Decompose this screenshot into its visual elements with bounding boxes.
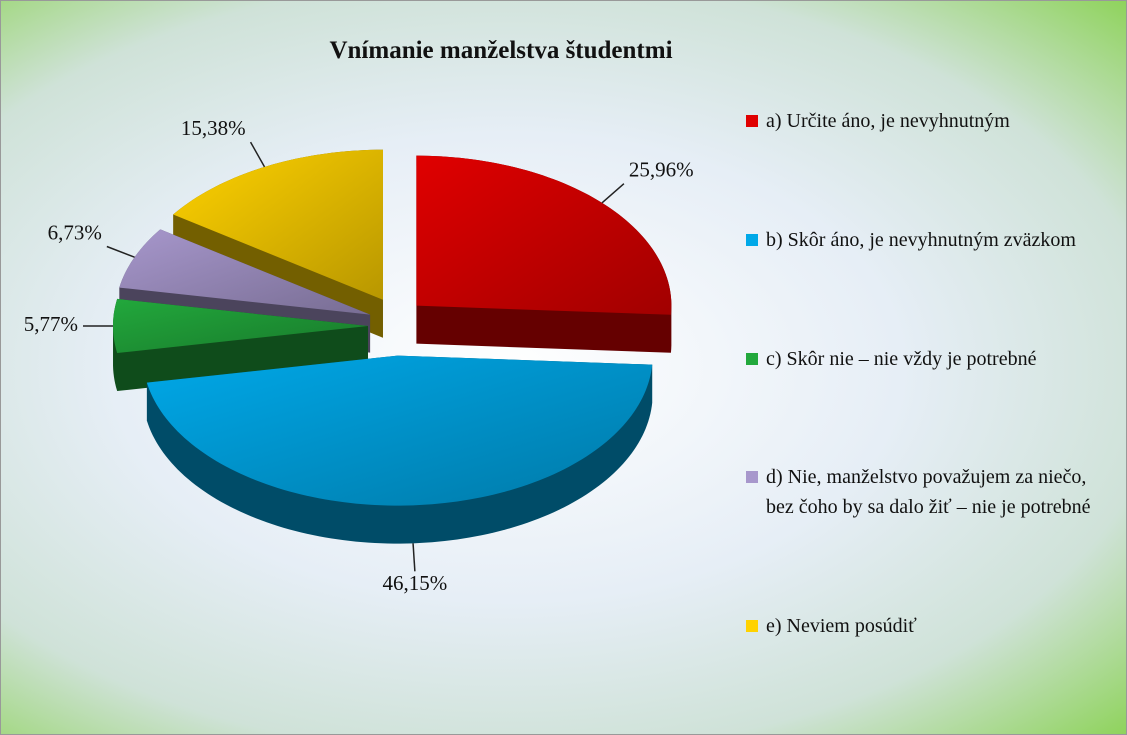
data-label: 46,15% (382, 571, 447, 595)
legend-swatch (746, 620, 758, 632)
slice (416, 155, 672, 315)
slice (113, 298, 368, 354)
legend-label: d) Nie, manželstvo považujem za niečo, b… (766, 466, 1091, 519)
legend-item: c) Skôr nie – nie vždy je potrebné (746, 344, 1116, 374)
legend-swatch (746, 352, 758, 365)
slice (119, 229, 371, 315)
legend-item: a) Určite áno, je nevyhnutným (746, 106, 1116, 136)
data-label: 15,38% (181, 116, 246, 140)
leader-line (249, 141, 266, 168)
legend-swatch (746, 233, 758, 246)
legend-item: e) Neviem posúdiť (746, 611, 1116, 641)
chart-title: Vnímanie manželstva študentmi (329, 37, 673, 64)
slice (173, 149, 383, 300)
leader-line (601, 183, 625, 204)
legend-item: d) Nie, manželstvo považujem za niečo, b… (746, 462, 1116, 522)
leader-line (412, 543, 416, 572)
leader-line (106, 245, 135, 258)
legend-swatch (746, 115, 758, 127)
legend-swatch (746, 471, 758, 484)
slice (146, 355, 653, 506)
legend-label: b) Skôr áno, je nevyhnutným zväzkom (766, 228, 1076, 251)
data-label: 5,77% (24, 312, 78, 336)
legend-label: e) Neviem posúdiť (766, 615, 917, 637)
legend-label: a) Určite áno, je nevyhnutným (766, 110, 1010, 132)
legend-item: b) Skôr áno, je nevyhnutným zväzkom (746, 225, 1116, 255)
legend-label: c) Skôr nie – nie vždy je potrebné (766, 347, 1037, 370)
data-label: 25,96% (629, 157, 694, 181)
data-label: 6,73% (48, 220, 102, 244)
legend: a) Určite áno, je nevyhnutným b) Skôr áno… (746, 106, 1116, 641)
